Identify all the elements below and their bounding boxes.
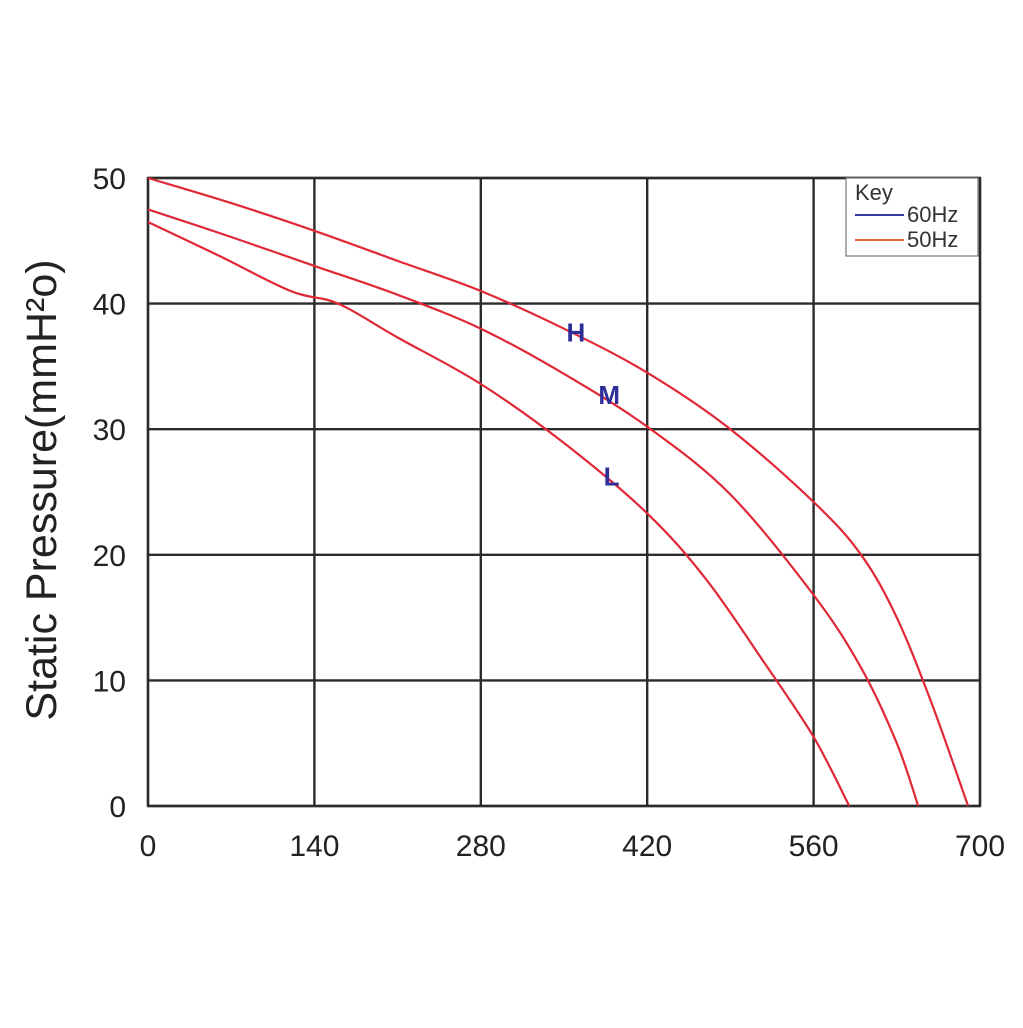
y-axis-label: Static Pressure(mmH²o) [18,259,66,720]
grid [146,176,982,808]
y-tick-label-0: 0 [109,791,126,824]
x-tick-label-0: 0 [140,830,157,863]
series-label-m: M [598,380,620,410]
series-lines [147,176,970,807]
legend-label-50hz: 50Hz [907,227,958,252]
series-label-l: L [604,462,620,492]
x-tick-label-140: 140 [289,830,339,863]
series-line-h [147,176,970,807]
x-tick-label-420: 420 [622,830,672,863]
legend: Key 60Hz 50Hz [845,177,979,257]
x-tick-label-560: 560 [789,830,839,863]
legend-label-60hz: 60Hz [907,202,958,227]
x-tick-label-700: 700 [955,830,1005,863]
plot-frame [146,176,982,808]
y-tick-label-40: 40 [93,289,126,322]
series-label-h: H [566,317,585,347]
y-tick-label-10: 10 [93,665,126,698]
series-line-l [147,221,851,807]
series-labels: H M L [566,317,620,491]
legend-box [845,177,979,257]
legend-title: Key [855,180,893,205]
y-tick-label-30: 30 [93,414,126,447]
y-tick-label-20: 20 [93,540,126,573]
series-line-m [147,208,920,807]
x-tick-label-280: 280 [456,830,506,863]
tick-labels: 0 140 280 420 560 700 0 10 20 30 40 50 [93,163,1005,863]
y-tick-label-50: 50 [93,163,126,196]
